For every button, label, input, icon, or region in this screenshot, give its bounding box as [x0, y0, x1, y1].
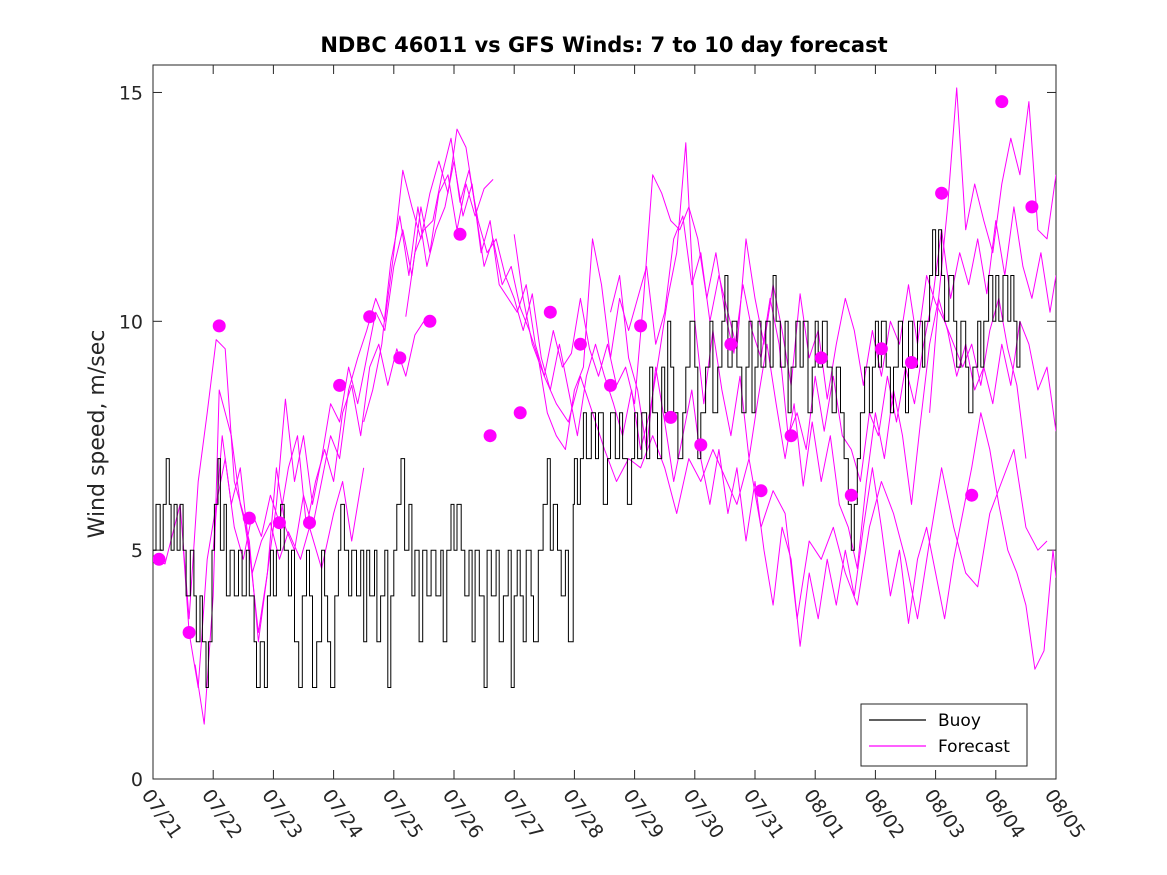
forecast-marker	[483, 429, 497, 443]
y-tick-label: 15	[119, 82, 143, 104]
forecast-marker	[272, 516, 286, 530]
forecast-marker	[363, 310, 377, 324]
legend-forecast-label: Forecast	[938, 737, 1010, 757]
forecast-marker	[905, 356, 918, 369]
forecast-marker	[874, 342, 888, 356]
y-tick-label: 10	[119, 311, 143, 333]
forecast-marker	[814, 351, 828, 365]
chart-title: NDBC 46011 vs GFS Winds: 7 to 10 day for…	[320, 33, 887, 57]
forecast-marker	[995, 95, 1009, 109]
forecast-line-6	[405, 137, 1056, 569]
forecast-marker	[935, 186, 949, 200]
forecast-marker	[453, 227, 467, 241]
forecast-marker	[1025, 200, 1039, 214]
y-tick-label: 0	[131, 769, 143, 791]
forecast-marker	[784, 429, 798, 443]
forecast-line-5	[363, 160, 1056, 482]
plot-content	[153, 87, 1056, 725]
forecast-marker	[965, 488, 979, 502]
buoy-line	[153, 229, 1021, 688]
forecast-marker	[634, 319, 648, 333]
forecast-marker	[153, 552, 166, 566]
forecast-line-4	[212, 128, 1027, 633]
forecast-marker	[303, 516, 316, 530]
legend-box	[860, 703, 1028, 767]
forecast-marker	[423, 314, 437, 328]
forecast-line-8	[610, 275, 1056, 670]
forecast-marker	[182, 626, 196, 639]
forecast-marker	[212, 319, 226, 333]
forecast-marker	[242, 511, 256, 525]
forecast-marker	[724, 337, 738, 351]
forecast-marker	[844, 488, 858, 502]
forecast-marker	[573, 337, 587, 351]
forecast-marker	[393, 351, 407, 365]
legend: Buoy Forecast	[860, 703, 1028, 767]
forecast-marker	[694, 438, 708, 452]
legend-buoy-label: Buoy	[938, 711, 981, 731]
forecast-line-9	[929, 87, 1056, 413]
forecast-marker	[513, 406, 527, 420]
y-tick-label: 5	[131, 540, 143, 562]
y-axis-label: Wind speed, m/sec	[85, 330, 110, 539]
forecast-marker	[333, 378, 347, 392]
axes-box	[152, 64, 1057, 780]
forecast-marker	[664, 410, 678, 424]
forecast-marker	[543, 305, 557, 319]
forecast-marker	[604, 378, 617, 392]
forecast-marker	[754, 484, 768, 498]
